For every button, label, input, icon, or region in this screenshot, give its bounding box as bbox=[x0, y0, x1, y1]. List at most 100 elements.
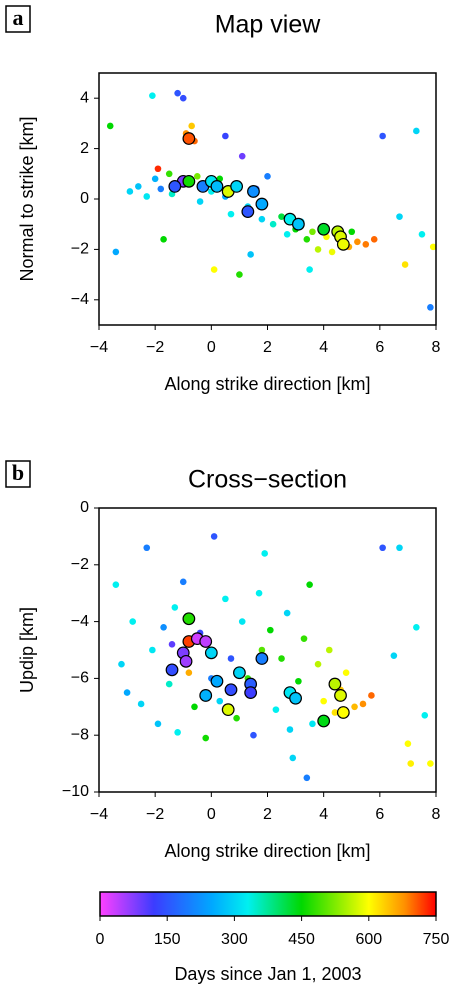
point bbox=[289, 754, 297, 762]
y-tick-label: −6 bbox=[71, 670, 89, 687]
point bbox=[300, 635, 308, 642]
x-tick-label: 4 bbox=[319, 339, 328, 356]
point bbox=[258, 215, 266, 223]
point bbox=[222, 595, 229, 603]
point bbox=[179, 578, 187, 586]
point bbox=[174, 729, 181, 736]
point bbox=[418, 230, 426, 238]
point bbox=[160, 236, 167, 243]
point bbox=[370, 236, 378, 243]
point bbox=[196, 198, 204, 205]
point bbox=[261, 550, 268, 557]
chart-title: Map view bbox=[215, 11, 322, 39]
colorbar-tick-label: 150 bbox=[154, 931, 181, 948]
point bbox=[123, 689, 131, 696]
point bbox=[238, 152, 246, 160]
point bbox=[118, 660, 125, 668]
point bbox=[314, 246, 322, 253]
x-tick-label: 2 bbox=[263, 806, 272, 823]
x-axis-label: Along strike direction [km] bbox=[164, 374, 370, 394]
point bbox=[295, 677, 302, 685]
panel-label-box bbox=[5, 460, 31, 488]
highlight-point bbox=[230, 179, 244, 193]
point bbox=[149, 92, 156, 99]
point bbox=[151, 175, 159, 183]
highlight-point bbox=[255, 197, 269, 211]
point bbox=[112, 248, 120, 256]
y-tick-label: 4 bbox=[80, 89, 89, 106]
highlight-point bbox=[241, 205, 255, 219]
colorbar-tick-label: 600 bbox=[355, 931, 382, 948]
point bbox=[348, 228, 356, 236]
x-tick-label: −2 bbox=[146, 339, 164, 356]
highlight-point bbox=[317, 222, 331, 236]
point bbox=[283, 609, 291, 617]
point bbox=[407, 760, 415, 767]
point bbox=[210, 533, 218, 540]
point bbox=[306, 581, 313, 588]
y-tick-label: 2 bbox=[80, 140, 89, 157]
point bbox=[368, 692, 375, 699]
point bbox=[269, 220, 277, 228]
point bbox=[174, 89, 181, 97]
x-tick-label: −2 bbox=[146, 806, 164, 823]
x-tick-label: 2 bbox=[263, 339, 272, 356]
point bbox=[421, 712, 429, 719]
highlight-point bbox=[182, 132, 196, 145]
highlight-point bbox=[317, 714, 331, 728]
point bbox=[165, 680, 173, 688]
plot-frame bbox=[98, 507, 437, 793]
colorbar-tick-label: 300 bbox=[221, 931, 248, 948]
point bbox=[168, 641, 176, 648]
point bbox=[202, 734, 210, 742]
point bbox=[278, 655, 285, 662]
point bbox=[413, 623, 420, 631]
highlight-point bbox=[336, 237, 350, 251]
panel-label-box bbox=[5, 5, 31, 33]
highlight-point bbox=[210, 179, 224, 193]
highlight-point bbox=[165, 663, 179, 677]
colorbar-tick-label: 450 bbox=[288, 931, 315, 948]
point bbox=[135, 183, 142, 190]
point bbox=[227, 655, 235, 662]
point bbox=[362, 241, 370, 248]
point bbox=[258, 646, 266, 654]
point bbox=[233, 714, 240, 722]
highlight-point bbox=[199, 635, 213, 648]
y-tick-label: −10 bbox=[62, 783, 89, 800]
point bbox=[143, 544, 151, 552]
point bbox=[179, 94, 187, 102]
point bbox=[390, 652, 398, 659]
x-tick-label: −4 bbox=[90, 806, 108, 823]
point bbox=[342, 669, 350, 677]
point bbox=[427, 760, 434, 767]
point bbox=[267, 626, 274, 634]
highlight-point bbox=[233, 666, 246, 680]
point bbox=[106, 122, 114, 130]
x-tick-label: −4 bbox=[90, 339, 108, 356]
point bbox=[309, 720, 316, 728]
point bbox=[379, 544, 386, 552]
point bbox=[185, 669, 193, 677]
y-axis-label: Updip [km] bbox=[17, 607, 37, 693]
colorbar bbox=[99, 891, 437, 917]
point bbox=[171, 604, 179, 611]
point bbox=[222, 132, 229, 140]
highlight-point bbox=[221, 703, 235, 717]
point bbox=[157, 185, 165, 193]
point bbox=[331, 709, 339, 716]
point bbox=[255, 589, 263, 597]
point bbox=[149, 646, 156, 654]
x-tick-label: 6 bbox=[375, 339, 384, 356]
point bbox=[236, 271, 243, 278]
x-tick-label: 8 bbox=[432, 339, 441, 356]
point bbox=[328, 248, 336, 256]
data-points bbox=[112, 533, 434, 782]
y-tick-label: −2 bbox=[71, 556, 89, 573]
highlight-point bbox=[255, 652, 269, 665]
point bbox=[359, 700, 367, 708]
point bbox=[413, 127, 420, 135]
point bbox=[379, 132, 386, 140]
y-tick-label: −2 bbox=[71, 241, 89, 258]
y-tick-label: −4 bbox=[71, 613, 89, 630]
